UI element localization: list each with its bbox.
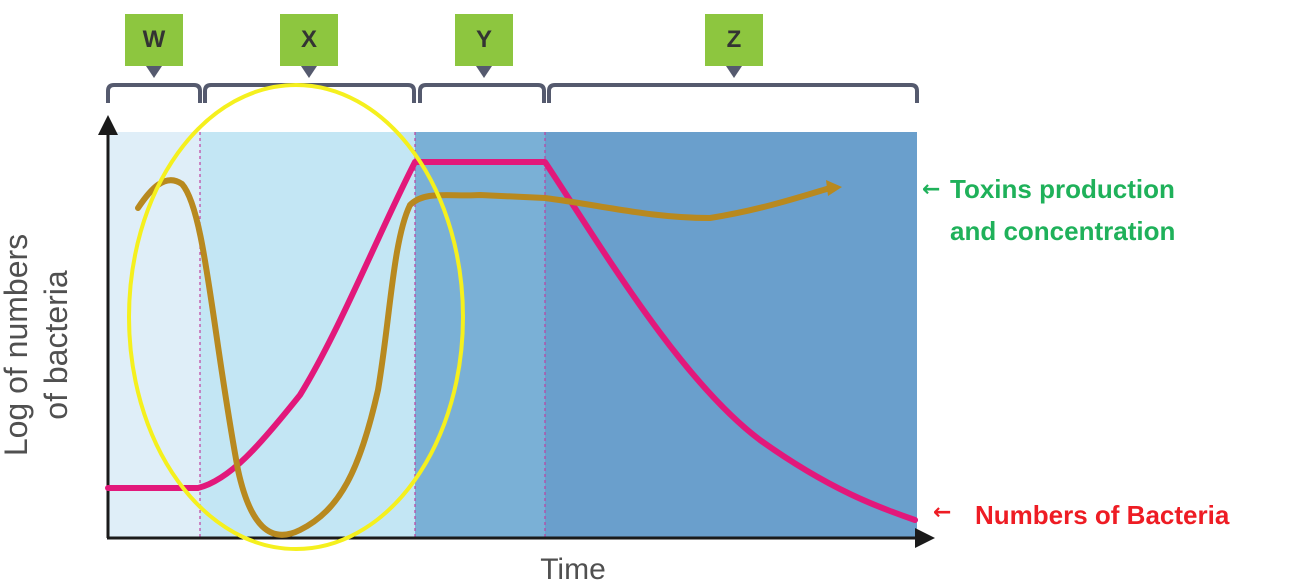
toxins-curve — [135, 177, 833, 538]
phase-label-x: X — [280, 14, 338, 66]
phase-label-z: Z — [705, 14, 763, 66]
bacteria-curve — [105, 159, 918, 523]
x-axis-arrowhead — [915, 528, 935, 548]
phase-pointer-z-icon — [726, 66, 742, 78]
phase-label-w: W — [125, 14, 183, 66]
phase-pointer-w-icon — [146, 66, 162, 78]
phase-pointer-y-icon — [476, 66, 492, 78]
toxins-curve-arrowhead — [826, 180, 842, 196]
phase-pointer-x-icon — [301, 66, 317, 78]
y-axis-arrowhead — [98, 115, 118, 135]
phase-label-y: Y — [455, 14, 513, 66]
bracket-y — [418, 83, 546, 103]
arrow-left-icon: ← — [922, 177, 941, 202]
highlight-ellipse — [127, 83, 465, 551]
bracket-z — [547, 83, 919, 103]
x-axis-label: Time — [540, 553, 606, 586]
zone-z-background — [545, 132, 917, 538]
bacteria-label: Numbers of Bacteria — [975, 500, 1230, 530]
zone-x-background — [200, 132, 415, 538]
arrow-left-icon: ← — [933, 500, 952, 525]
toxins-label: Toxins production and concentration — [950, 174, 1176, 246]
y-axis-label: Log of numbers of bacteria — [0, 233, 74, 457]
bracket-w — [106, 83, 202, 103]
